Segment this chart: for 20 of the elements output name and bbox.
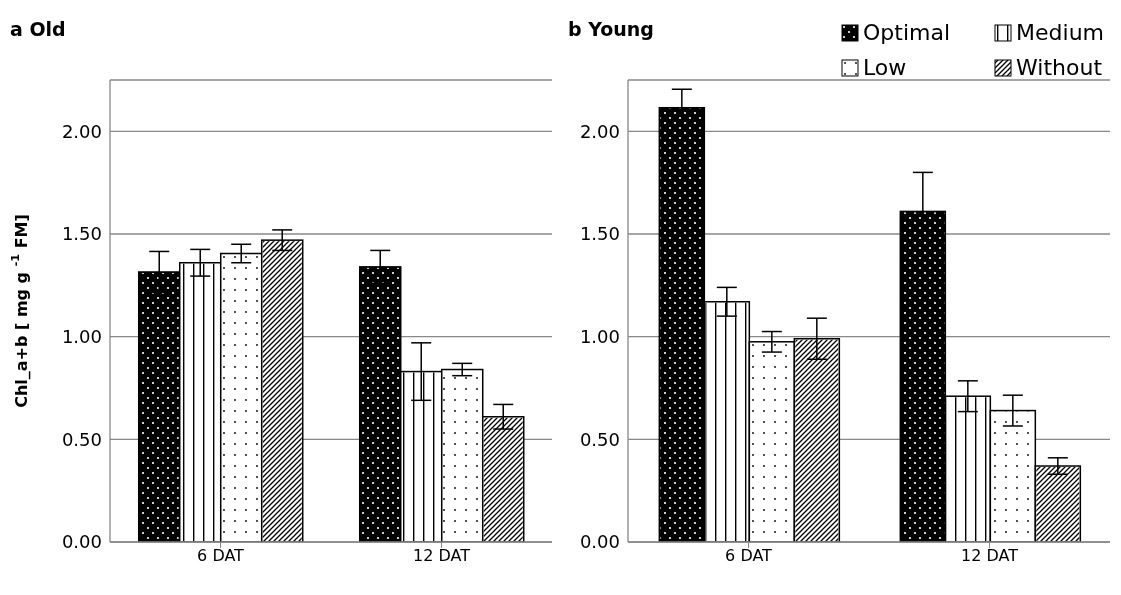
y-tick-label: 1.50 [61,223,102,245]
legend-label: Low [862,55,907,80]
y-tick-label: 0.50 [61,428,102,450]
x-tick-label: 6 DAT [725,546,773,566]
x-tick-label: 12 DAT [413,546,471,566]
y-tick-label: 0.50 [579,428,620,450]
chart-title: a Old [10,18,66,40]
legend-label: Medium [1016,20,1104,45]
x-tick-label: 12 DAT [961,546,1019,566]
y-tick-label: 1.00 [61,326,102,348]
legend-label: Without [1016,55,1103,80]
y-tick-label: 1.00 [579,326,620,348]
chart-title: b Young [568,18,654,40]
legend-label: Optimal [862,20,951,45]
y-tick-label: 1.50 [579,223,620,245]
y-tick-label: 0.00 [579,531,620,553]
y-tick-label: 0.00 [61,531,102,553]
x-tick-label: 6 DAT [197,546,245,566]
y-tick-label: 2.00 [579,120,620,142]
y-tick-label: 2.00 [61,120,102,142]
